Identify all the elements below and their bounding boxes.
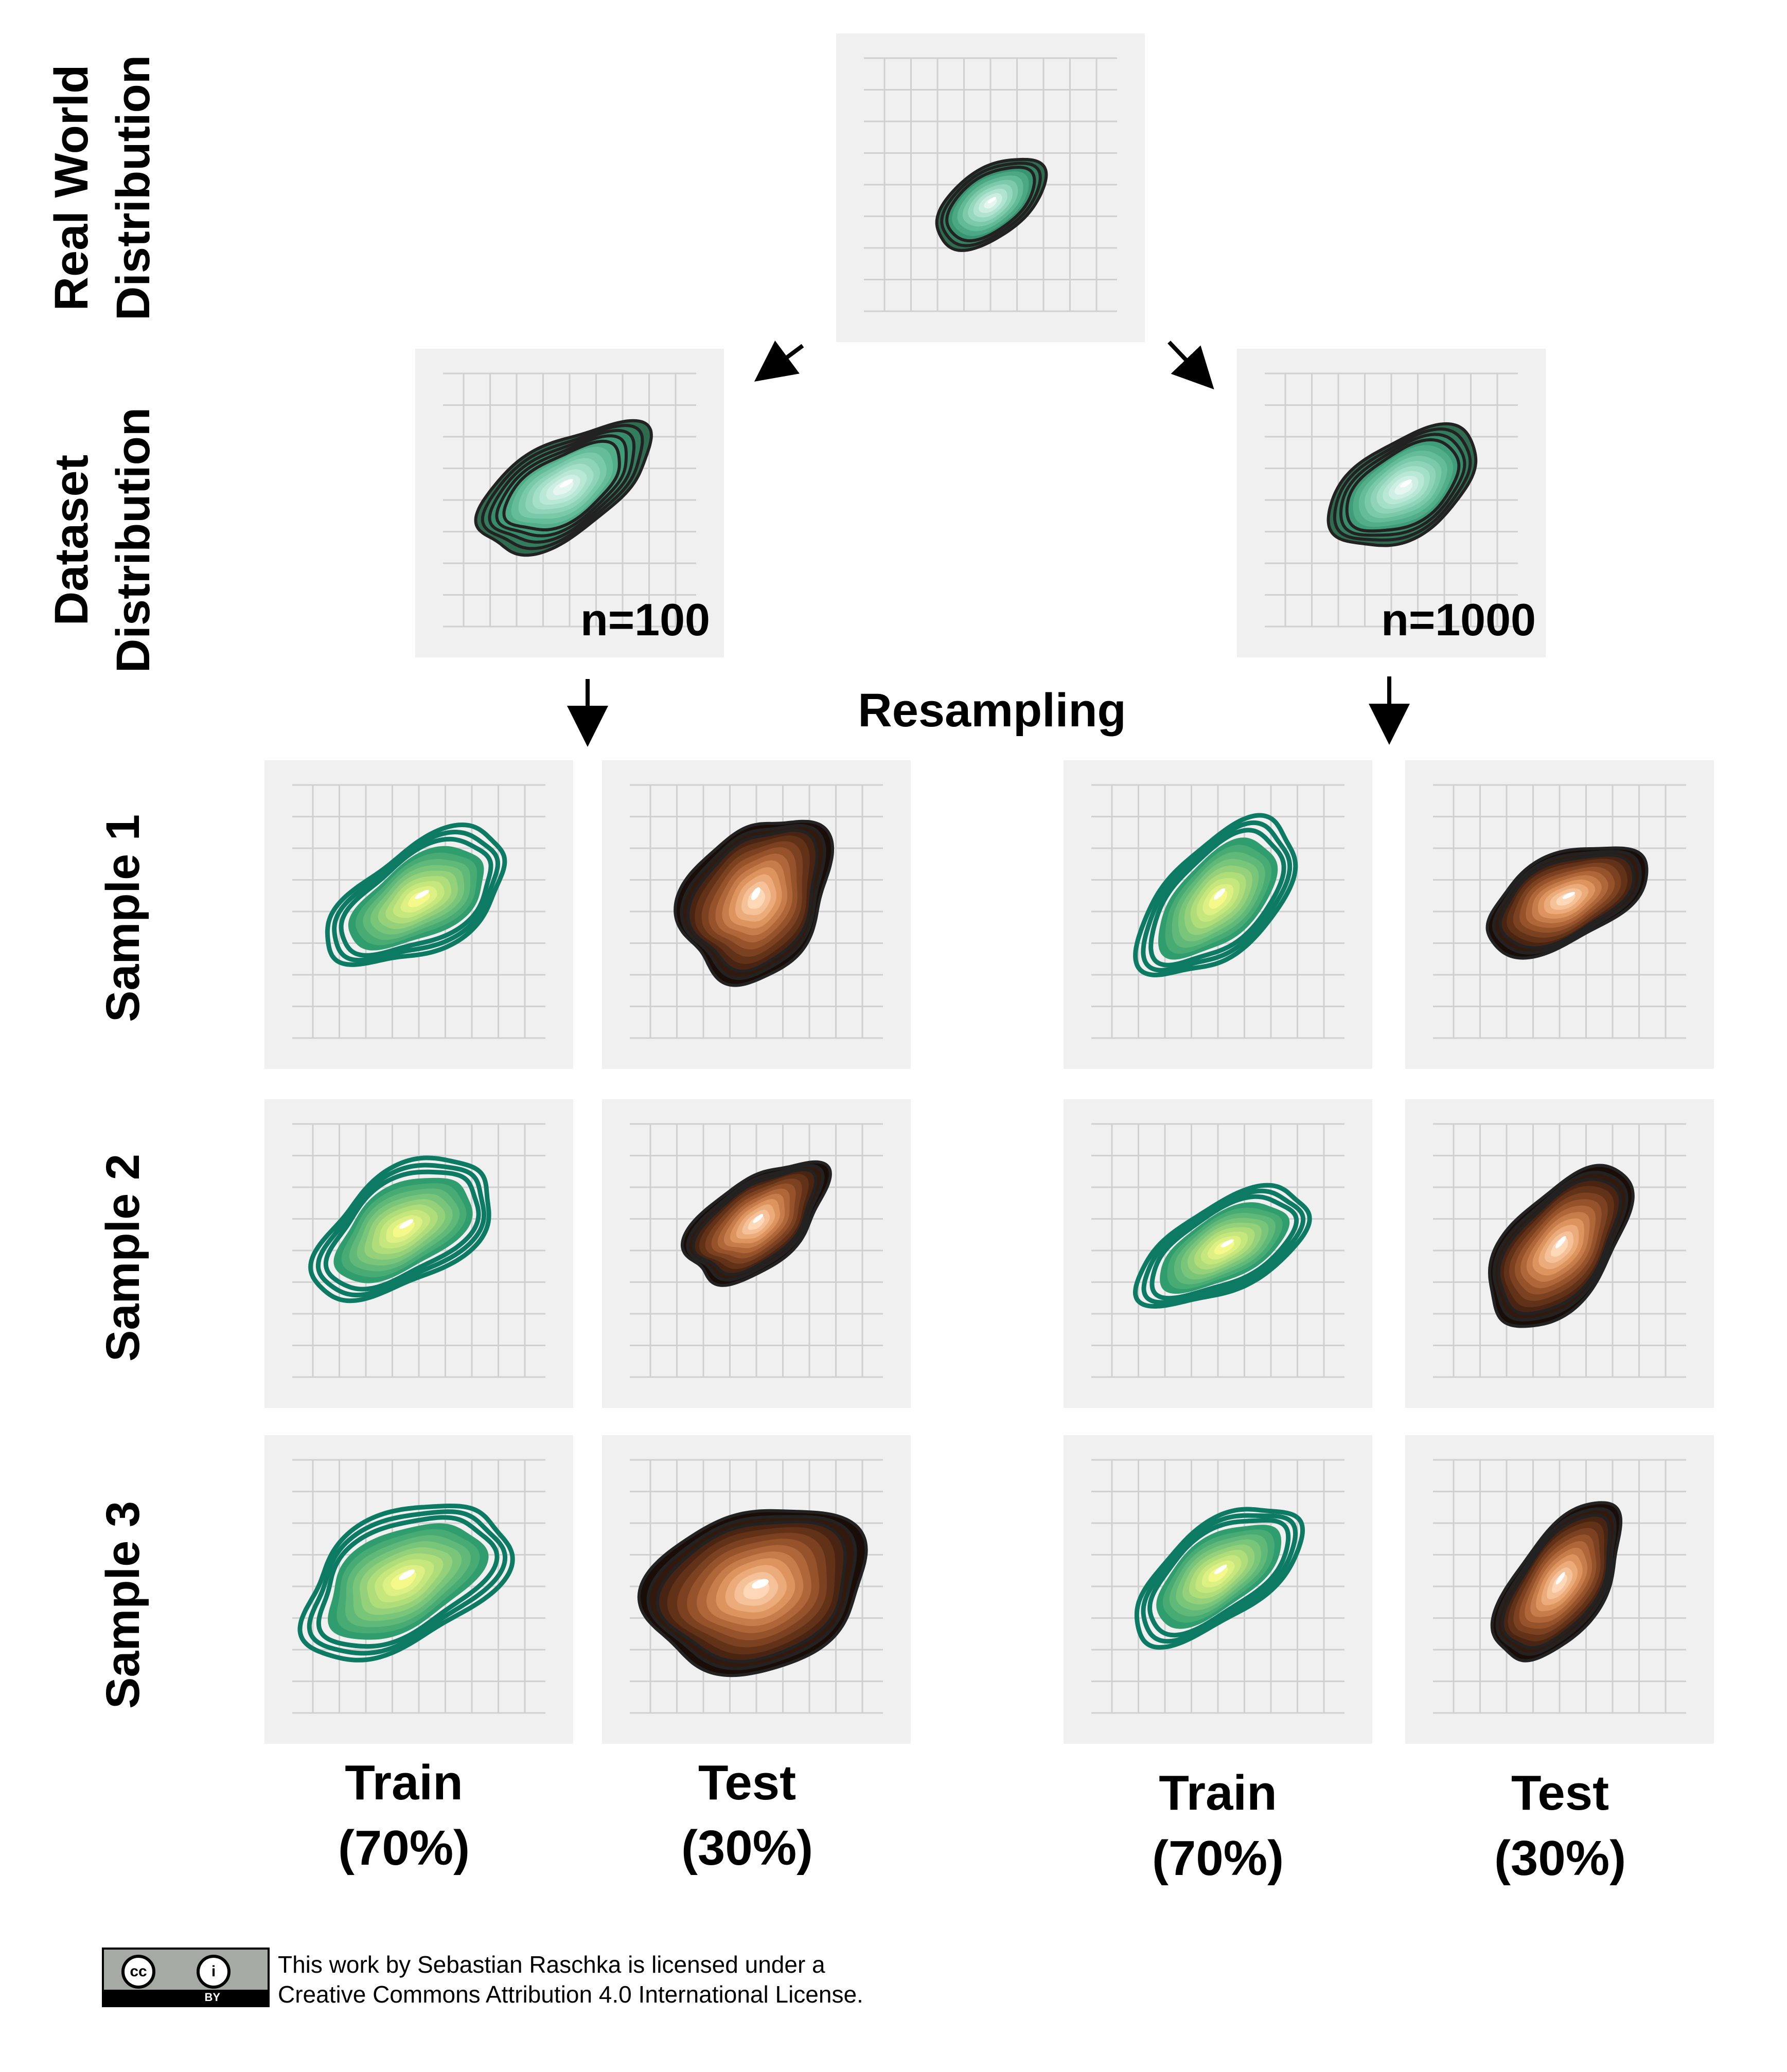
panel-n1000-sample2-train bbox=[1064, 1099, 1372, 1408]
column-label-test-left-line2: (30%) bbox=[681, 1820, 813, 1875]
row-label-sample-2: Sample 2 bbox=[97, 1154, 149, 1362]
panel-n100-sample3-test-density-contours bbox=[637, 1509, 868, 1677]
arrow-real-to-dataset-right bbox=[1167, 341, 1214, 389]
panel-n100-sample3-train-density-contours bbox=[297, 1503, 515, 1663]
cc-by-license-badge[interactable]: cc i BY bbox=[102, 1948, 270, 2007]
badge-by-text: BY bbox=[204, 1991, 220, 2004]
panel-n100-sample1-test bbox=[602, 760, 911, 1069]
column-label-test-right-line2: (30%) bbox=[1494, 1831, 1626, 1886]
license-text: This work by Sebastian Raschka is licens… bbox=[278, 1950, 863, 2009]
panel-n1000-sample3-test-grid bbox=[1433, 1459, 1686, 1714]
panel-n1000-sample2-test-density-contours bbox=[1488, 1164, 1635, 1328]
panel-n1000-sample3-train-density-contours bbox=[1134, 1507, 1305, 1650]
panel-dataset-n100-density-contours bbox=[474, 419, 653, 557]
panel-n100-sample2-test-density-contours bbox=[680, 1160, 832, 1287]
row-label-real-world-line1: Real World bbox=[45, 65, 98, 311]
panel-real-world bbox=[836, 33, 1145, 342]
panel-n1000-sample2-test bbox=[1405, 1099, 1714, 1408]
panel-n1000-sample1-train bbox=[1064, 760, 1372, 1069]
row-label-dataset-line1: Dataset bbox=[45, 455, 98, 626]
panel-n100-sample3-train bbox=[264, 1435, 573, 1744]
panel-n1000-sample1-test bbox=[1405, 760, 1714, 1069]
panel-n100-sample2-train-density-contours bbox=[308, 1155, 491, 1303]
column-label-train-right-line1: Train bbox=[1159, 1765, 1277, 1820]
panel-n100-sample2-train bbox=[264, 1099, 573, 1408]
license-text-line2[interactable]: Creative Commons Attribution 4.0 Interna… bbox=[278, 1981, 863, 2008]
panel-n1000-sample3-test bbox=[1405, 1435, 1714, 1744]
panel-n100-sample1-train bbox=[264, 760, 573, 1069]
license-footer: cc i BY This work by Sebastian Raschka i… bbox=[102, 1948, 977, 2011]
attribution-person-icon: i bbox=[197, 1955, 231, 1989]
panel-dataset-n1000-density-contours bbox=[1326, 422, 1478, 547]
panel-n1000-sample3-train bbox=[1064, 1435, 1372, 1744]
panel-n1000-sample2-train-density-contours bbox=[1133, 1183, 1312, 1309]
row-label-sample-3: Sample 3 bbox=[97, 1501, 149, 1709]
badge-strip bbox=[104, 1990, 268, 2005]
creative-commons-icon: cc bbox=[121, 1955, 155, 1989]
density-panels bbox=[264, 33, 1714, 1744]
arrow-real-to-dataset-left bbox=[754, 341, 804, 382]
panel-n1000-sample1-train-grid bbox=[1091, 784, 1344, 1039]
n-label-right: n=1000 bbox=[1381, 594, 1536, 645]
row-label-real-world-line2: Distribution bbox=[107, 55, 160, 320]
column-label-train-left-line2: (70%) bbox=[338, 1820, 470, 1875]
column-label-test-left-line1: Test bbox=[698, 1755, 796, 1810]
license-text-line1: This work by Sebastian Raschka is licens… bbox=[278, 1951, 825, 1978]
panel-real-world-density-contours bbox=[935, 157, 1048, 252]
panel-dataset-n100 bbox=[415, 349, 724, 657]
n-label-left: n=100 bbox=[580, 594, 710, 645]
panel-dataset-n1000 bbox=[1237, 349, 1546, 657]
column-label-test-right-line1: Test bbox=[1511, 1765, 1609, 1820]
resampling-label: Resampling bbox=[858, 684, 1126, 737]
column-label-train-left-line1: Train bbox=[345, 1755, 463, 1810]
panel-n100-sample1-test-density-contours bbox=[674, 819, 835, 987]
panel-n1000-sample3-test-density-contours bbox=[1490, 1501, 1623, 1663]
row-label-dataset-line2: Distribution bbox=[107, 407, 160, 673]
panel-n100-sample3-test bbox=[602, 1435, 911, 1744]
column-label-train-right-line2: (70%) bbox=[1152, 1831, 1284, 1886]
panel-n100-sample1-train-density-contours bbox=[325, 822, 507, 967]
row-label-sample-1: Sample 1 bbox=[97, 814, 149, 1022]
panel-n1000-sample1-test-density-contours bbox=[1485, 846, 1649, 960]
panel-n1000-sample1-train-density-contours bbox=[1133, 813, 1298, 977]
panel-n100-sample2-test bbox=[602, 1099, 911, 1408]
